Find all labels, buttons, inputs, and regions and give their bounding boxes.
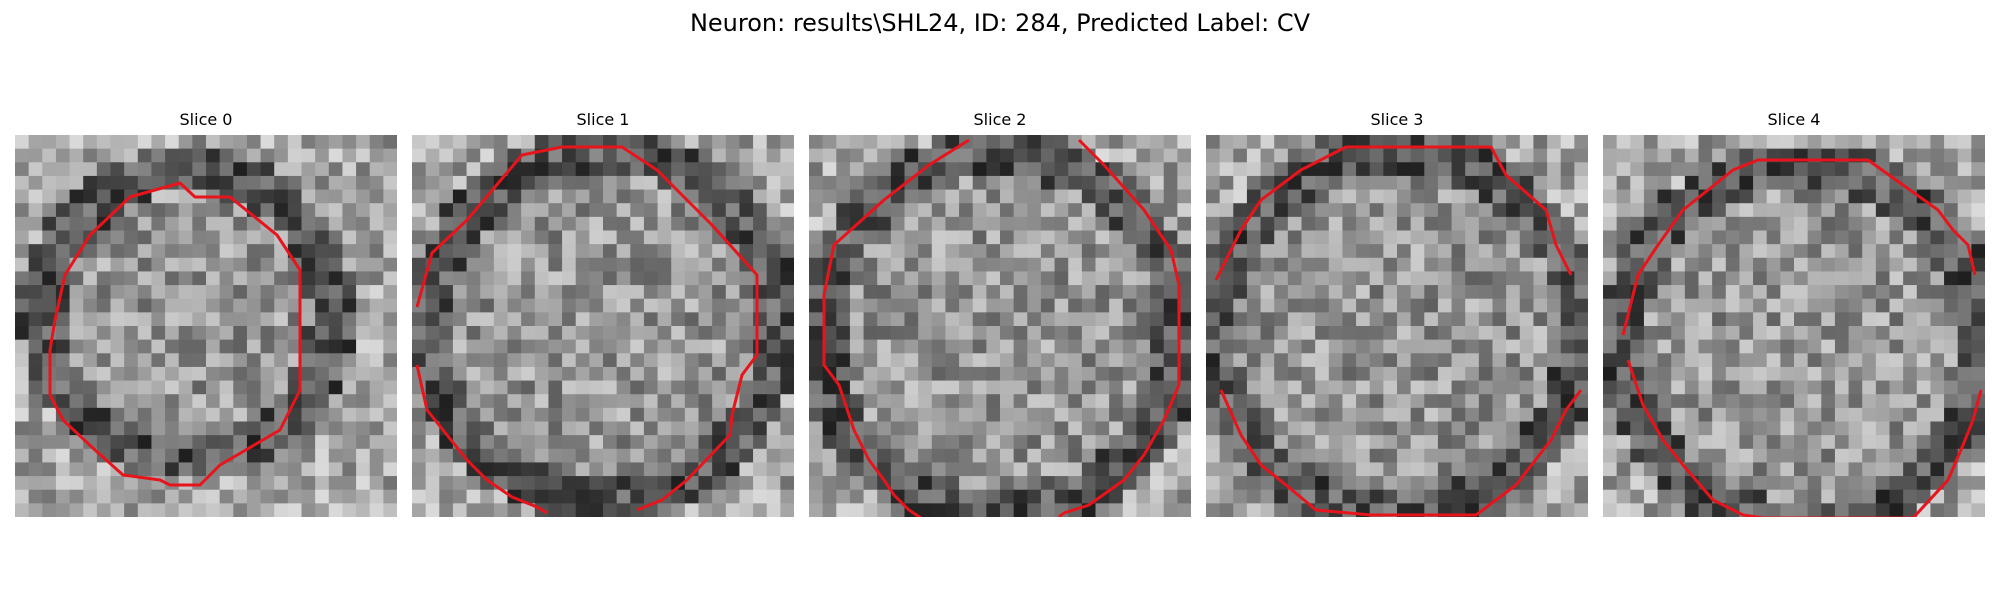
grayscale-texture	[412, 135, 794, 517]
grayscale-texture	[809, 135, 1191, 517]
slice-title-3: Slice 3	[1370, 110, 1424, 129]
slice-panel-3: Slice 3	[1206, 110, 1588, 517]
cell-contour-upper	[415, 145, 759, 512]
grayscale-texture	[1603, 135, 1985, 517]
cell-contour-left	[822, 138, 970, 517]
cell-contour-right	[1058, 138, 1181, 517]
cell-contour-lower	[1219, 389, 1583, 517]
slice-image-4	[1603, 135, 1985, 517]
cell-contour-lower	[415, 364, 548, 515]
slice-title-1: Slice 1	[576, 110, 630, 129]
slice-image-1	[412, 135, 794, 517]
slice-image-0	[15, 135, 397, 517]
slice-title-4: Slice 4	[1767, 110, 1821, 129]
slice-title-0: Slice 0	[179, 110, 233, 129]
slice-title-2: Slice 2	[973, 110, 1027, 129]
cell-contour	[48, 181, 302, 487]
figure-title: Neuron: results\SHL24, ID: 284, Predicte…	[689, 9, 1311, 37]
slice-panel-2: Slice 2	[809, 110, 1191, 517]
slice-panel-1: Slice 1	[412, 110, 794, 517]
cell-contour-lower	[1626, 359, 1983, 517]
grayscale-texture	[1206, 135, 1588, 517]
cell-contour-upper	[1621, 158, 1977, 336]
cell-contour-upper	[1214, 145, 1573, 281]
slice-panel-4: Slice 4	[1603, 110, 1985, 517]
slice-panel-0: Slice 0	[15, 110, 397, 517]
slice-image-3	[1206, 135, 1588, 517]
slice-image-2	[809, 135, 1191, 517]
grayscale-texture	[15, 135, 397, 517]
